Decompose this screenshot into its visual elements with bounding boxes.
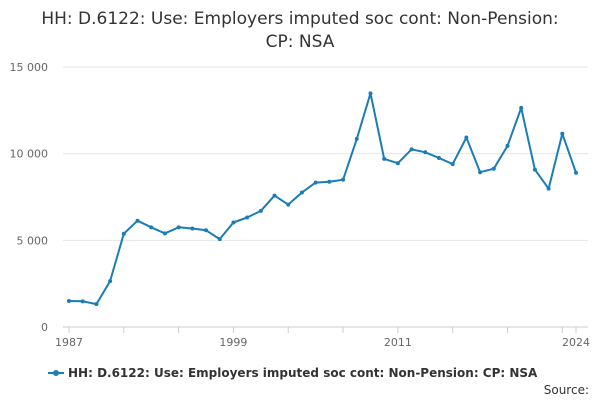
x-tick-label: 2024 xyxy=(562,336,590,349)
legend-swatch xyxy=(48,368,64,378)
data-point[interactable] xyxy=(245,215,250,220)
data-point[interactable] xyxy=(464,135,469,140)
legend-label: HH: D.6122: Use: Employers imputed soc c… xyxy=(68,366,538,380)
x-axis: 1987 1999 2011 2024 xyxy=(55,326,590,349)
gridlines xyxy=(63,66,588,328)
y-tick-label: 5 000 xyxy=(17,234,49,247)
data-point[interactable] xyxy=(368,91,373,96)
data-point[interactable] xyxy=(162,231,167,236)
data-point[interactable] xyxy=(108,279,113,284)
data-point[interactable] xyxy=(560,131,565,136)
data-point[interactable] xyxy=(80,299,85,304)
data-point[interactable] xyxy=(491,166,496,171)
data-point[interactable] xyxy=(67,299,71,303)
data-point[interactable] xyxy=(409,147,414,152)
data-point[interactable] xyxy=(94,302,99,307)
data-point[interactable] xyxy=(149,225,154,230)
data-point[interactable] xyxy=(299,190,304,195)
data-point[interactable] xyxy=(519,105,524,110)
legend[interactable]: HH: D.6122: Use: Employers imputed soc c… xyxy=(48,366,537,380)
y-tick-label: 10 000 xyxy=(10,148,49,161)
data-point[interactable] xyxy=(121,231,126,236)
data-point[interactable] xyxy=(436,156,441,160)
data-point[interactable] xyxy=(313,180,318,185)
x-tick-label: 2011 xyxy=(384,336,412,349)
data-point[interactable] xyxy=(505,143,510,148)
data-point[interactable] xyxy=(546,186,551,191)
data-point[interactable] xyxy=(423,150,428,155)
data-point[interactable] xyxy=(204,228,209,233)
data-point[interactable] xyxy=(231,220,236,225)
y-tick-label: 15 000 xyxy=(10,61,49,74)
data-point[interactable] xyxy=(532,167,537,172)
data-point[interactable] xyxy=(395,161,400,166)
data-point[interactable] xyxy=(286,202,291,207)
source-label: Source: xyxy=(543,383,589,397)
y-tick-label: 0 xyxy=(41,321,48,334)
series-line xyxy=(68,92,577,306)
x-tick-label: 1999 xyxy=(219,336,247,349)
data-point[interactable] xyxy=(176,225,181,230)
data-point[interactable] xyxy=(478,170,483,175)
data-point[interactable] xyxy=(341,177,346,182)
data-point[interactable] xyxy=(135,218,140,223)
data-point[interactable] xyxy=(327,179,332,184)
data-point[interactable] xyxy=(574,170,578,175)
x-tick-label: 1987 xyxy=(55,336,83,349)
data-point[interactable] xyxy=(450,162,455,167)
data-point[interactable] xyxy=(258,208,263,213)
data-point[interactable] xyxy=(382,156,387,161)
data-point[interactable] xyxy=(354,136,359,141)
data-point[interactable] xyxy=(272,193,277,198)
y-axis: 0 5 000 10 000 15 000 xyxy=(10,61,49,334)
series-group xyxy=(67,91,578,307)
chart-title: HH: D.6122: Use: Employers imputed soc c… xyxy=(41,9,559,52)
data-point[interactable] xyxy=(217,237,222,242)
data-point[interactable] xyxy=(190,226,195,231)
